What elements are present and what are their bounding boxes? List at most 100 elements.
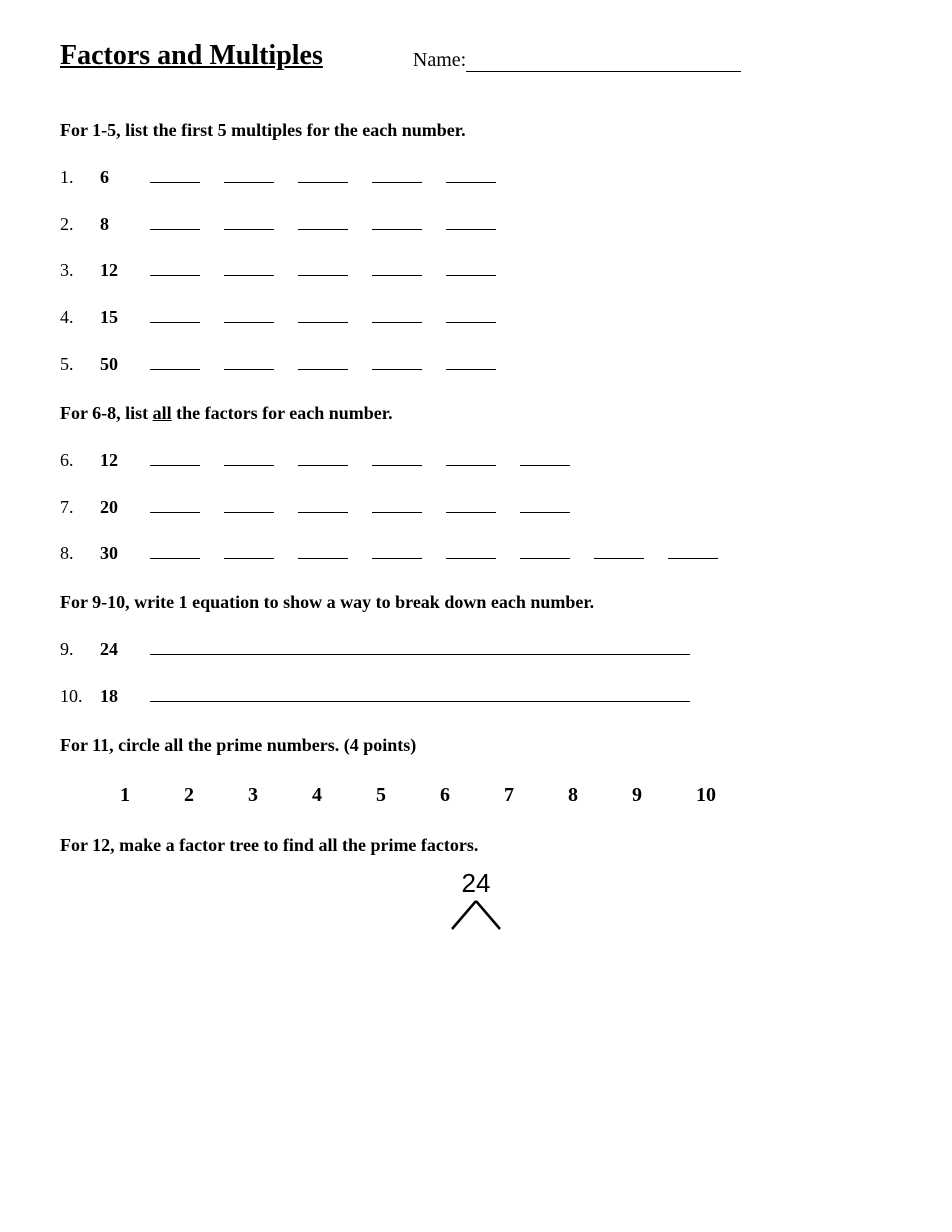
- given-number: 20: [100, 497, 150, 518]
- given-number: 15: [100, 307, 150, 328]
- section-2: 6.12 7.20 8.30: [60, 446, 892, 564]
- prime-candidate[interactable]: 3: [248, 784, 258, 807]
- answer-blank[interactable]: [224, 303, 274, 323]
- name-field: Name:: [413, 49, 741, 72]
- answer-blank[interactable]: [150, 540, 200, 560]
- answer-blank-long[interactable]: [150, 682, 690, 702]
- prime-candidate[interactable]: 2: [184, 784, 194, 807]
- prime-candidate[interactable]: 8: [568, 784, 578, 807]
- instruction-2b: all: [153, 403, 172, 423]
- prime-number-row: 1 2 3 4 5 6 7 8 9 10: [120, 784, 892, 807]
- problem-row: 10.18: [60, 682, 892, 707]
- answer-blank[interactable]: [224, 163, 274, 183]
- answer-blank[interactable]: [298, 163, 348, 183]
- tree-root-number: 24: [60, 868, 892, 899]
- answer-blank[interactable]: [150, 257, 200, 277]
- instruction-4: For 11, circle all the prime numbers. (4…: [60, 735, 892, 756]
- answer-blank[interactable]: [372, 210, 422, 230]
- section-3: 9.2410.18: [60, 635, 892, 707]
- name-blank[interactable]: [466, 71, 741, 72]
- answer-blank[interactable]: [224, 446, 274, 466]
- answer-blank-long[interactable]: [150, 635, 690, 655]
- answer-blank[interactable]: [298, 446, 348, 466]
- answer-blank[interactable]: [372, 350, 422, 370]
- answer-blanks: [150, 446, 570, 466]
- answer-blank[interactable]: [446, 540, 496, 560]
- problem-row: 1.6: [60, 163, 892, 188]
- answer-blank[interactable]: [150, 163, 200, 183]
- prime-candidate[interactable]: 1: [120, 784, 130, 807]
- answer-blank[interactable]: [520, 493, 570, 513]
- given-number: 12: [100, 450, 150, 471]
- problem-row: 8.30: [60, 540, 892, 565]
- answer-blank[interactable]: [446, 493, 496, 513]
- instruction-2c: the factors for each number.: [172, 403, 393, 423]
- answer-blank[interactable]: [372, 163, 422, 183]
- answer-blank[interactable]: [150, 493, 200, 513]
- prime-candidate[interactable]: 9: [632, 784, 642, 807]
- prime-candidate[interactable]: 7: [504, 784, 514, 807]
- answer-blank[interactable]: [446, 210, 496, 230]
- answer-blank[interactable]: [446, 257, 496, 277]
- given-number: 30: [100, 543, 150, 564]
- tree-branches-icon: [436, 899, 516, 933]
- answer-blank[interactable]: [372, 540, 422, 560]
- answer-blank[interactable]: [298, 257, 348, 277]
- answer-blank[interactable]: [150, 210, 200, 230]
- answer-blank[interactable]: [520, 540, 570, 560]
- question-number: 8.: [60, 543, 100, 564]
- worksheet-page: Factors and Multiples Name: For 1-5, lis…: [0, 0, 952, 973]
- answer-blank[interactable]: [224, 540, 274, 560]
- answer-blank[interactable]: [520, 446, 570, 466]
- question-number: 5.: [60, 354, 100, 375]
- answer-blank[interactable]: [446, 163, 496, 183]
- answer-blank[interactable]: [372, 493, 422, 513]
- answer-blank[interactable]: [446, 446, 496, 466]
- answer-blanks: [150, 210, 496, 230]
- prime-candidate[interactable]: 10: [696, 784, 716, 807]
- answer-blank[interactable]: [594, 540, 644, 560]
- answer-blank[interactable]: [224, 210, 274, 230]
- given-number: 50: [100, 354, 150, 375]
- problem-row: 7.20: [60, 493, 892, 518]
- page-title: Factors and Multiples: [60, 40, 323, 72]
- factor-tree: 24: [60, 868, 892, 933]
- answer-blank[interactable]: [372, 446, 422, 466]
- question-number: 7.: [60, 497, 100, 518]
- answer-blank[interactable]: [446, 350, 496, 370]
- instruction-5: For 12, make a factor tree to find all t…: [60, 835, 892, 856]
- prime-candidate[interactable]: 5: [376, 784, 386, 807]
- answer-blank[interactable]: [150, 446, 200, 466]
- answer-blank[interactable]: [150, 350, 200, 370]
- question-number: 1.: [60, 167, 100, 188]
- question-number: 4.: [60, 307, 100, 328]
- answer-blank[interactable]: [446, 303, 496, 323]
- answer-blank[interactable]: [668, 540, 718, 560]
- answer-blank[interactable]: [372, 257, 422, 277]
- answer-blank[interactable]: [150, 303, 200, 323]
- answer-blank[interactable]: [224, 493, 274, 513]
- prime-candidate[interactable]: 6: [440, 784, 450, 807]
- prime-candidate[interactable]: 4: [312, 784, 322, 807]
- question-number: 10.: [60, 686, 100, 707]
- header: Factors and Multiples Name:: [60, 40, 892, 72]
- answer-blank[interactable]: [224, 257, 274, 277]
- instruction-2a: For 6-8, list: [60, 403, 153, 423]
- answer-blank[interactable]: [372, 303, 422, 323]
- problem-row: 4.15: [60, 303, 892, 328]
- answer-blanks: [150, 257, 496, 277]
- answer-blanks: [150, 303, 496, 323]
- answer-blank[interactable]: [298, 540, 348, 560]
- answer-blank[interactable]: [298, 350, 348, 370]
- question-number: 6.: [60, 450, 100, 471]
- problem-row: 6.12: [60, 446, 892, 471]
- answer-blank[interactable]: [298, 210, 348, 230]
- given-number: 12: [100, 260, 150, 281]
- answer-blank[interactable]: [298, 493, 348, 513]
- answer-blank[interactable]: [298, 303, 348, 323]
- instruction-1: For 1-5, list the first 5 multiples for …: [60, 120, 892, 141]
- problem-row: 2.8: [60, 210, 892, 235]
- answer-blanks: [150, 350, 496, 370]
- section-1: 1.62.83.124.155.50: [60, 163, 892, 375]
- answer-blank[interactable]: [224, 350, 274, 370]
